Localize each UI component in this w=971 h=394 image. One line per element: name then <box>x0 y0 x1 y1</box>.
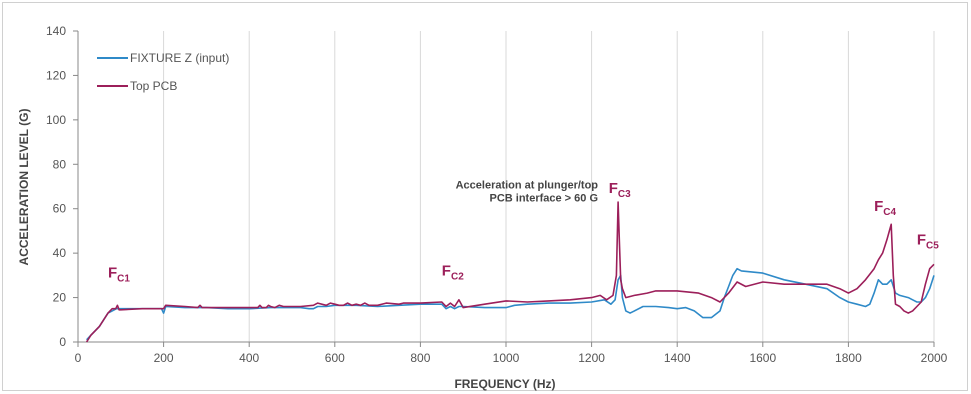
series-line-top-pcb <box>85 201 935 343</box>
y-tick-label: 60 <box>53 202 67 216</box>
annotation-subscript: C3 <box>618 189 631 200</box>
series-line-fixture-z <box>86 267 935 341</box>
y-tick-label: 80 <box>53 157 67 171</box>
y-tick-label: 120 <box>46 68 66 82</box>
annotation-fc3: FC3 <box>609 180 631 200</box>
x-tick-label: 1800 <box>835 351 862 365</box>
annotation-subscript: C5 <box>926 240 939 251</box>
x-tick-label: 1400 <box>664 351 691 365</box>
annotation-main-text: F <box>917 231 926 248</box>
y-tick-label: 40 <box>53 246 67 260</box>
series-lines <box>85 201 935 343</box>
y-tick-label: 0 <box>59 335 66 349</box>
callout-line: Acceleration at plunger/top <box>456 180 599 192</box>
annotation-fc4: FC4 <box>874 198 896 218</box>
axes <box>73 30 935 347</box>
x-tick-label: 0 <box>75 351 82 365</box>
annotation-fc2: FC2 <box>442 262 464 282</box>
y-axis-label: ACCELERATION LEVEL (G) <box>17 109 31 266</box>
x-tick-label: 600 <box>325 351 345 365</box>
x-tick-label: 1600 <box>749 351 776 365</box>
y-tick-label: 140 <box>46 24 66 38</box>
x-tick-label: 2000 <box>921 351 948 365</box>
annotation-fc5: FC5 <box>917 231 939 251</box>
y-tick-label: 100 <box>46 113 66 127</box>
x-axis-label: FREQUENCY (Hz) <box>454 377 555 391</box>
annotation-subscript: C4 <box>883 207 896 218</box>
legend: FIXTURE Z (input) Top PCB <box>97 51 229 93</box>
y-tick-label: 20 <box>53 291 67 305</box>
annotation-subscript: C1 <box>117 274 130 285</box>
annotation-main-text: F <box>874 198 883 215</box>
x-tick-label: 800 <box>410 351 430 365</box>
x-tick-label: 1000 <box>493 351 520 365</box>
x-tick-label: 1200 <box>578 351 605 365</box>
legend-label: FIXTURE Z (input) <box>130 51 229 65</box>
grid-lines <box>163 31 935 342</box>
legend-label: Top PCB <box>130 79 177 93</box>
x-tick-label: 200 <box>154 351 174 365</box>
annotation-main-text: F <box>442 262 451 279</box>
callout-line: PCB interface > 60 G <box>489 193 598 205</box>
x-tick-label: 400 <box>239 351 259 365</box>
annotation-main-text: F <box>609 180 618 197</box>
annotation-subscript: C2 <box>451 271 464 282</box>
annotation-fc1: FC1 <box>108 265 130 285</box>
annotation-main-text: F <box>108 265 117 282</box>
tick-labels: 0 200 400 600 800 1000 1200 1400 1600 1800 2000 0 20… <box>46 24 948 365</box>
